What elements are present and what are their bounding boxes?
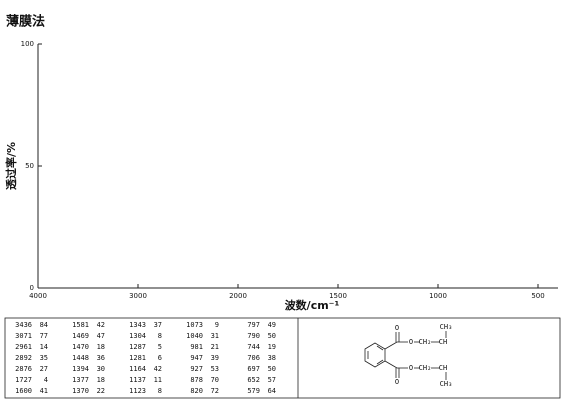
table-cell: 2876: [15, 365, 32, 373]
table-cell: 697: [247, 365, 260, 373]
y-axis-label: 透过率/%: [4, 142, 18, 190]
table-cell: 77: [40, 332, 48, 340]
table-cell: 1164: [129, 365, 146, 373]
table-cell: 18: [97, 376, 105, 384]
table-cell: 70: [211, 376, 219, 384]
table-cell: 1727: [15, 376, 32, 384]
table-cell: 1581: [72, 321, 89, 329]
y-tick-label: 0: [30, 284, 34, 292]
table-cell: 50: [268, 365, 276, 373]
table-cell: 1073: [186, 321, 203, 329]
table-cell: 11: [154, 376, 162, 384]
table-cell: 820: [190, 387, 203, 395]
x-tick-label: 1000: [429, 292, 447, 300]
structure-label: O: [409, 338, 413, 346]
table-cell: 947: [190, 354, 203, 362]
table-cell: 1600: [15, 387, 32, 395]
structure-label: CH₂: [419, 364, 432, 372]
table-cell: 1394: [72, 365, 89, 373]
table-cell: 878: [190, 376, 203, 384]
table-cell: 53: [211, 365, 219, 373]
table-cell: 42: [97, 321, 105, 329]
table-cell: 72: [211, 387, 219, 395]
table-cell: 19: [268, 343, 276, 351]
table-cell: 2961: [15, 343, 32, 351]
table-cell: 36: [97, 354, 105, 362]
table-cell: 1469: [72, 332, 89, 340]
table-cell: 1370: [72, 387, 89, 395]
table-cell: 8: [158, 387, 162, 395]
structure-bonds: [364, 331, 447, 380]
x-tick-label: 3000: [129, 292, 147, 300]
table-cell: 64: [268, 387, 276, 395]
table-cell: 41: [40, 387, 48, 395]
table-cell: 1123: [129, 387, 146, 395]
table-cell: 57: [268, 376, 276, 384]
structure-label: CH₃: [440, 380, 453, 388]
table-cell: 2892: [15, 354, 32, 362]
table-cell: 38: [268, 354, 276, 362]
structure-label: O: [395, 324, 399, 332]
table-cell: 1448: [72, 354, 89, 362]
table-cell: 797: [247, 321, 260, 329]
table-cell: 5: [158, 343, 162, 351]
table-cell: 9: [215, 321, 219, 329]
x-axis-label: 波数/cm⁻¹: [285, 298, 340, 312]
table-cell: 42: [154, 365, 162, 373]
table-cell: 927: [190, 365, 203, 373]
table-cell: 30: [97, 365, 105, 373]
table-cell: 1040: [186, 332, 203, 340]
table-cell: 1281: [129, 354, 146, 362]
table-cell: 706: [247, 354, 260, 362]
structure-label: O: [409, 364, 413, 372]
table-cell: 1470: [72, 343, 89, 351]
y-tick-label: 100: [21, 40, 34, 48]
table-cell: 652: [247, 376, 260, 384]
table-cell: 4: [44, 376, 48, 384]
table-cell: 579: [247, 387, 260, 395]
table-cell: 27: [40, 365, 48, 373]
table-cell: 50: [268, 332, 276, 340]
table-cell: 37: [154, 321, 162, 329]
table-cell: 22: [97, 387, 105, 395]
table-cell: 14: [40, 343, 48, 351]
x-tick-label: 500: [531, 292, 544, 300]
table-cell: 3071: [15, 332, 32, 340]
x-tick-label: 2000: [229, 292, 247, 300]
table-cell: 39: [211, 354, 219, 362]
table-cell: 84: [40, 321, 48, 329]
structure-label: CH₂: [419, 338, 432, 346]
table-cell: 21: [211, 343, 219, 351]
table-cell: 35: [40, 354, 48, 362]
x-tick-label: 4000: [29, 292, 47, 300]
table-cell: 1377: [72, 376, 89, 384]
structure-label: CH₃: [440, 323, 453, 331]
x-tick-label: 1500: [329, 292, 347, 300]
table-cell: 744: [247, 343, 260, 351]
table-cell: 8: [158, 332, 162, 340]
table-cell: 47: [97, 332, 105, 340]
table-cell: 1287: [129, 343, 146, 351]
table-cell: 1343: [129, 321, 146, 329]
table-cell: 3436: [15, 321, 32, 329]
table-cell: 6: [158, 354, 162, 362]
structure-label: CH: [439, 364, 447, 372]
table-cell: 49: [268, 321, 276, 329]
y-tick-label: 50: [25, 162, 34, 170]
structure-label: CH: [439, 338, 447, 346]
structure-label: O: [395, 378, 399, 386]
table-cell: 981: [190, 343, 203, 351]
table-cell: 18: [97, 343, 105, 351]
table-cell: 1137: [129, 376, 146, 384]
table-cell: 1304: [129, 332, 146, 340]
table-frame: [4, 317, 561, 399]
table-cell: 790: [247, 332, 260, 340]
chart-title: 薄膜法: [6, 14, 45, 30]
table-cell: 31: [211, 332, 219, 340]
